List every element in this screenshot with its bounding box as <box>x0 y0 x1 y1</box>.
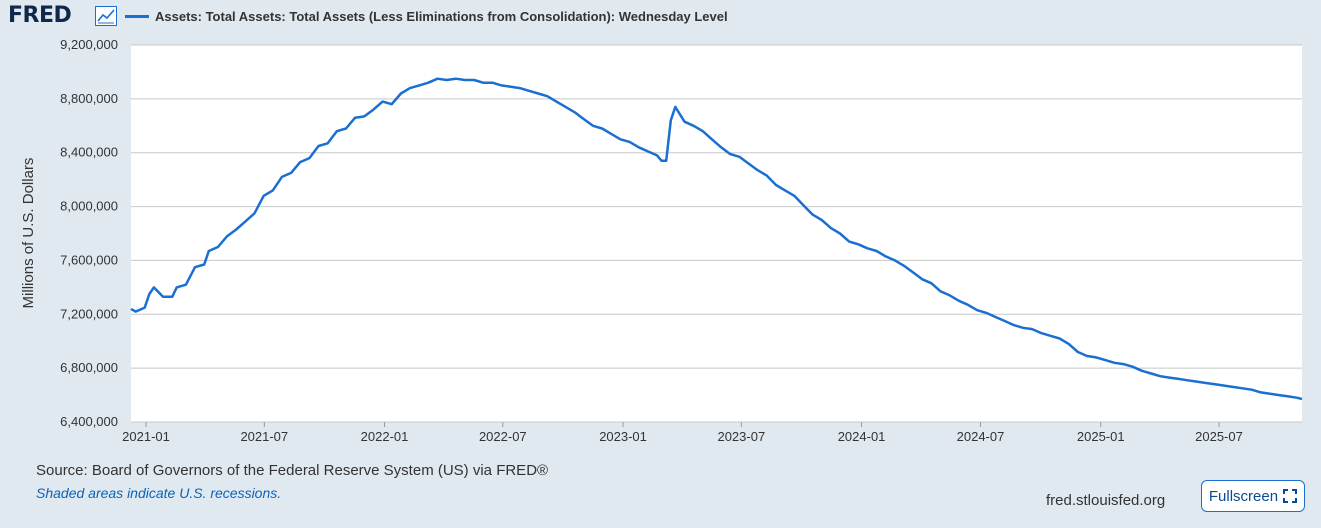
fred-logo[interactable]: FRED <box>8 3 72 28</box>
y-tick-label: 8,800,000 <box>60 91 118 106</box>
site-url[interactable]: fred.stlouisfed.org <box>1046 492 1166 509</box>
y-tick-label: 6,400,000 <box>60 414 118 429</box>
legend-swatch <box>125 15 149 18</box>
y-axis-tick-labels: 9,200,000 8,800,000 8,400,000 8,000,000 7,60… <box>60 37 118 429</box>
plot-area <box>131 45 1302 422</box>
chart-header: FRED Assets: Total Assets: Total Assets … <box>0 0 1321 36</box>
x-tick-label: 2022-07 <box>479 429 527 444</box>
y-tick-label: 8,000,000 <box>60 199 118 214</box>
x-tick-label: 2021-07 <box>240 429 288 444</box>
trend-graph-icon <box>95 6 117 26</box>
fullscreen-label: Fullscreen <box>1208 487 1279 505</box>
x-tick-label: 2022-01 <box>361 429 409 444</box>
x-tick-label: 2023-07 <box>717 429 765 444</box>
expand-icon <box>1283 489 1298 503</box>
chart: 9,200,000 8,800,000 8,400,000 8,000,000 7,60… <box>20 37 1303 444</box>
y-tick-label: 7,200,000 <box>60 306 118 321</box>
fullscreen-button[interactable]: Fullscreen <box>1201 480 1305 512</box>
y-tick-label: 7,600,000 <box>60 252 118 267</box>
series-line[interactable] <box>130 77 1303 401</box>
x-axis-tick-labels: 2021-01 2021-07 2022-01 2022-07 2023-01 2023-… <box>122 422 1243 444</box>
y-tick-label: 6,800,000 <box>60 360 118 375</box>
legend-label: Assets: Total Assets: Total Assets (Less… <box>155 9 728 24</box>
x-tick-label: 2025-01 <box>1077 429 1125 444</box>
x-tick-label: 2024-07 <box>957 429 1005 444</box>
grid-lines <box>131 44 1302 423</box>
recession-note: Shaded areas indicate U.S. recessions. <box>36 485 282 501</box>
legend: Assets: Total Assets: Total Assets (Less… <box>125 9 728 24</box>
y-axis-label: Millions of U.S. Dollars <box>20 158 37 309</box>
x-tick-label: 2023-01 <box>599 429 647 444</box>
x-tick-label: 2024-01 <box>838 429 886 444</box>
x-tick-label: 2021-01 <box>122 429 170 444</box>
y-tick-label: 9,200,000 <box>60 37 118 52</box>
source-note: Source: Board of Governors of the Federa… <box>36 462 549 479</box>
x-tick-label: 2025-07 <box>1195 429 1243 444</box>
y-tick-label: 8,400,000 <box>60 145 118 160</box>
